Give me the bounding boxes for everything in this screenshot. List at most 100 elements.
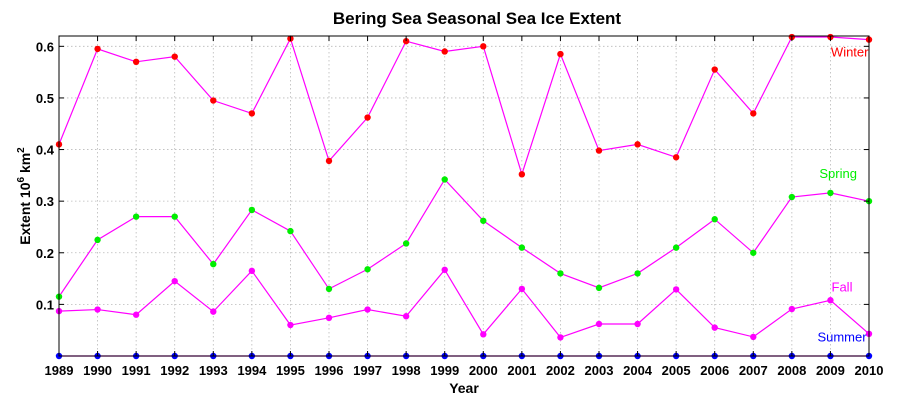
spring-data-point	[325, 285, 333, 293]
fall-data-point	[595, 320, 603, 328]
y-axis-label: Extent 106 km2	[16, 147, 33, 245]
y-tick-label: 0.5	[36, 91, 54, 106]
x-axis-ticks: 1989 1990 1991 1992 1993 1994 1995 1996 1997 1998…	[45, 36, 884, 378]
fall-data-point	[210, 308, 217, 315]
fall-data-point	[248, 267, 256, 275]
fall-data-point	[788, 305, 796, 313]
fall-data-point	[171, 277, 178, 285]
fall-data-point	[132, 311, 140, 318]
x-tick-label: 1999	[430, 363, 459, 378]
fall-data-point	[557, 334, 564, 341]
spring-data-point	[827, 189, 834, 197]
plot-frame	[58, 35, 870, 357]
x-tick-label: 1998	[392, 363, 421, 378]
fall-data-point	[480, 331, 487, 338]
winter-data-point	[634, 141, 641, 148]
x-tick-label: 2007	[739, 363, 768, 378]
summer-series-label: Summer	[817, 330, 867, 345]
spring-data-point	[248, 206, 256, 214]
x-tick-label: 1989	[45, 363, 74, 378]
x-tick-label: 2003	[585, 363, 614, 378]
spring-data-point	[750, 249, 757, 256]
winter-data-point	[557, 50, 564, 58]
y-axis-label-main: Extent 10	[17, 182, 33, 244]
winter-data-point	[441, 48, 448, 55]
x-tick-label: 2000	[469, 363, 498, 378]
y-axis-label-exponent: 6	[16, 177, 27, 183]
spring-series-label: Spring	[819, 166, 857, 181]
winter-data-point	[750, 110, 757, 117]
spring-data-point	[171, 213, 178, 220]
fall-series-line	[58, 268, 870, 339]
winter-data-point	[210, 97, 217, 104]
fall-data-point	[94, 306, 101, 313]
x-tick-label: 1995	[276, 363, 305, 378]
fall-data-point	[750, 333, 757, 341]
chart-title: Bering Sea Seasonal Sea Ice Extent	[333, 9, 622, 28]
x-tick-label: 1991	[122, 363, 151, 378]
spring-series-line	[58, 178, 870, 297]
fall-series-label: Fall	[832, 279, 853, 294]
series-labels: Winter Spring Fall Summer	[817, 45, 869, 345]
y-axis-ticks: 0.1 0.2 0.3 0.4 0.5 0.6	[36, 39, 869, 312]
y-tick-label: 0.2	[36, 246, 54, 261]
spring-data-point	[132, 213, 140, 220]
y-axis-label-unit-exponent: 2	[16, 147, 27, 153]
y-tick-label: 0.4	[36, 143, 55, 158]
spring-data-point	[711, 216, 718, 223]
winter-series-line	[58, 36, 870, 177]
fall-data-point	[287, 321, 294, 329]
spring-data-point	[518, 244, 526, 251]
y-axis-label-unit: km	[17, 153, 33, 177]
spring-data-point	[672, 244, 680, 251]
winter-data-point	[595, 147, 603, 154]
x-tick-label: 2010	[855, 363, 884, 378]
series-points	[55, 33, 873, 360]
winter-data-point	[480, 43, 487, 50]
series-lines	[58, 36, 870, 357]
winter-data-point	[364, 114, 371, 121]
fall-data-point	[325, 314, 333, 322]
winter-data-point	[518, 171, 526, 178]
x-tick-label: 2005	[662, 363, 691, 378]
fall-data-point	[441, 266, 448, 274]
fall-data-point	[711, 324, 718, 331]
x-tick-label: 1993	[199, 363, 228, 378]
winter-data-point	[711, 66, 718, 73]
winter-data-point	[132, 58, 140, 66]
fall-data-point	[672, 286, 680, 293]
spring-data-point	[595, 284, 603, 292]
x-tick-label: 2006	[700, 363, 729, 378]
x-axis-label: Year	[449, 380, 479, 396]
fall-data-point	[402, 313, 410, 320]
spring-data-point	[287, 227, 294, 235]
y-tick-label: 0.6	[36, 39, 54, 54]
spring-data-point	[210, 260, 217, 268]
y-tick-label: 0.1	[36, 297, 54, 312]
fall-data-point	[364, 306, 371, 313]
x-tick-label: 1994	[237, 363, 267, 378]
winter-data-point	[402, 37, 410, 45]
winter-data-point	[171, 53, 178, 60]
winter-data-point	[672, 154, 680, 161]
x-tick-label: 1990	[83, 363, 112, 378]
spring-data-point	[788, 193, 796, 201]
x-tick-label: 1997	[353, 363, 382, 378]
spring-data-point	[364, 266, 371, 273]
spring-data-point	[634, 270, 641, 277]
x-tick-label: 2008	[777, 363, 806, 378]
winter-data-point	[325, 157, 333, 165]
winter-data-point	[248, 110, 256, 117]
spring-data-point	[480, 217, 487, 224]
fall-data-point	[634, 320, 641, 328]
grid-layer	[59, 36, 869, 356]
y-tick-label: 0.3	[36, 194, 54, 209]
fall-data-point	[827, 297, 834, 304]
x-tick-label: 2002	[546, 363, 575, 378]
spring-data-point	[441, 176, 448, 183]
fall-data-point	[518, 285, 526, 293]
winter-series-label: Winter	[831, 45, 869, 60]
x-tick-label: 1996	[315, 363, 344, 378]
x-tick-label: 2004	[623, 363, 653, 378]
